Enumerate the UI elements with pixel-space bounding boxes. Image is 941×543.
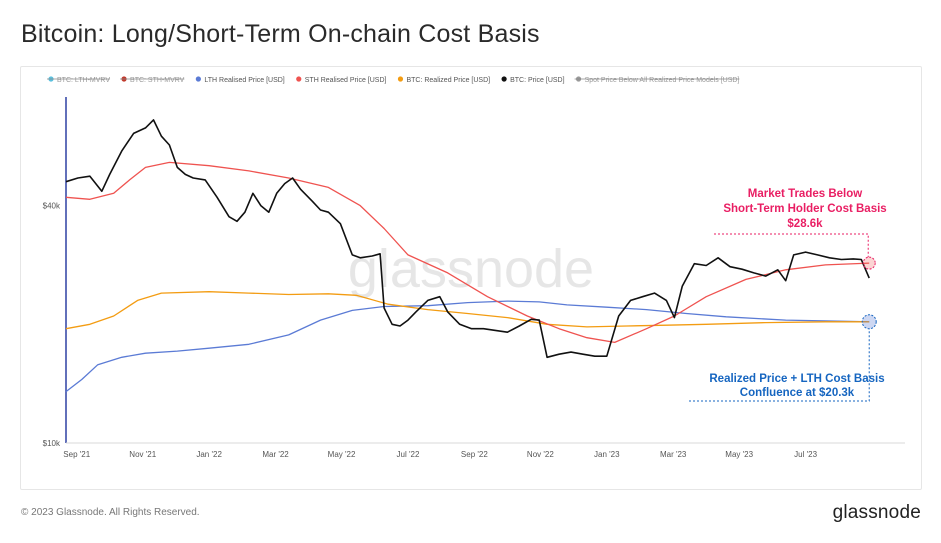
legend-swatch: [501, 76, 507, 82]
footer-copyright: © 2023 Glassnode. All Rights Reserved.: [21, 507, 200, 518]
legend-label: BTC: LTH-MVRV: [57, 77, 110, 84]
legend-swatch: [195, 76, 201, 82]
legend-item[interactable]: BTC: LTH-MVRV: [47, 76, 110, 84]
x-tick-label: Sep '21: [63, 450, 90, 459]
x-tick-label: Jan '23: [594, 450, 620, 459]
legend-item[interactable]: LTH Realised Price [USD]: [195, 76, 285, 84]
annotation-rp-line: Realized Price + LTH Cost Basis: [709, 373, 884, 385]
annotation-sth-line: Short-Term Holder Cost Basis: [723, 203, 886, 215]
chart-frame: BTC: LTH-MVRV BTC: STH-MVRV LTH Realised P…: [20, 66, 922, 490]
annotation-sth-line: $28.6k: [787, 218, 823, 230]
annotation-sth-leader: [714, 233, 869, 258]
y-tick-label: $10k: [43, 439, 61, 448]
legend-label: Spot Price Below All Realized Price Mode…: [585, 77, 740, 84]
chart-svg: BTC: LTH-MVRV BTC: STH-MVRV LTH Realised P…: [43, 76, 905, 459]
legend-label: LTH Realised Price [USD]: [204, 77, 284, 84]
legend-label: BTC: Price [USD]: [510, 77, 565, 84]
x-tick-label: Sep '22: [461, 450, 488, 459]
x-tick-label: May '22: [328, 450, 356, 459]
page-title: Bitcoin: Long/Short-Term On-chain Cost B…: [21, 20, 540, 48]
annotation-rp-marker: [861, 314, 877, 330]
x-tick-label: Nov '21: [129, 450, 156, 459]
x-tick-label: Nov '22: [527, 450, 554, 459]
series-line-sth-realised-price-usd: [65, 161, 870, 344]
x-tick-label: Jan '22: [196, 450, 222, 459]
watermark: glassnode: [348, 239, 594, 299]
series-line-btc-price-usd: [65, 119, 870, 359]
legend-item[interactable]: STH Realised Price [USD]: [296, 76, 387, 84]
series-line-btc-realized-price-usd: [65, 291, 870, 330]
annotation-rp-leader: [689, 328, 870, 402]
annotations: Market Trades Below Short-Term Holder Cos…: [689, 188, 887, 402]
legend-swatch: [397, 76, 404, 82]
legend-item[interactable]: BTC: Realized Price [USD]: [397, 76, 490, 84]
x-tick-label: Jul '22: [397, 450, 420, 459]
x-tick-label: Mar '23: [660, 450, 687, 459]
y-tick-label: $40k: [43, 202, 61, 211]
x-tick-label: Jul '23: [794, 450, 817, 459]
legend-label: BTC: Realized Price [USD]: [406, 77, 490, 84]
legend: BTC: LTH-MVRV BTC: STH-MVRV LTH Realised P…: [47, 76, 739, 84]
footer-brand-logo: glassnode: [832, 502, 921, 523]
legend-item[interactable]: BTC: STH-MVRV: [120, 76, 185, 84]
legend-item[interactable]: Spot Price Below All Realized Price Mode…: [574, 76, 740, 84]
x-tick-label: Mar '22: [262, 450, 289, 459]
x-tick-label: May '23: [725, 450, 753, 459]
series-layer: [65, 119, 870, 393]
annotation-sth-marker: [862, 256, 876, 270]
legend-item[interactable]: BTC: Price [USD]: [501, 76, 565, 84]
annotation-sth-line: Market Trades Below: [748, 188, 862, 200]
legend-label: STH Realised Price [USD]: [305, 77, 387, 84]
annotation-rp-line: Confluence at $20.3k: [740, 387, 855, 399]
legend-label: BTC: STH-MVRV: [130, 77, 185, 84]
legend-swatch: [296, 76, 302, 82]
